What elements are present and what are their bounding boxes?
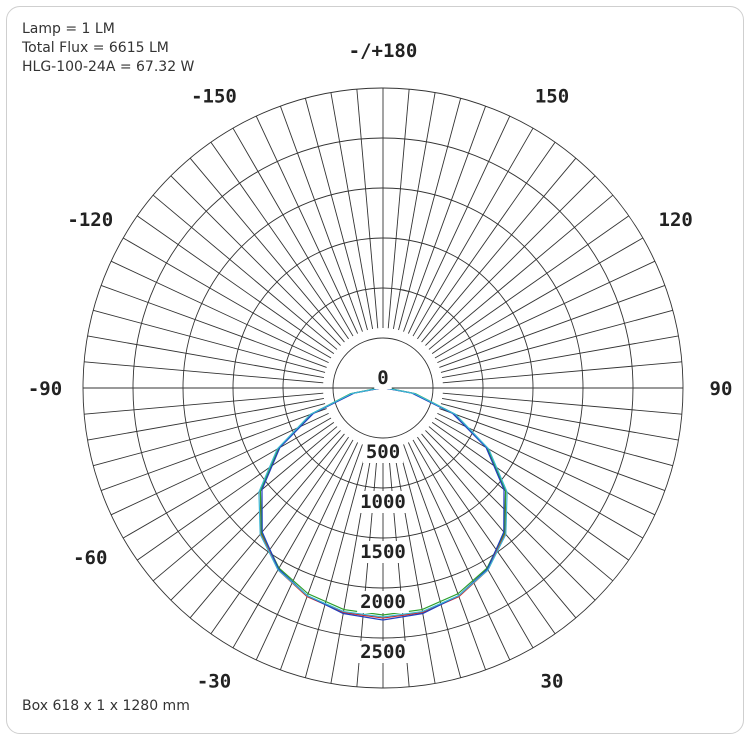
grid-spoke (412, 439, 534, 649)
grid-spoke (440, 309, 673, 373)
driver-text: HLG-100-24A = 67.32 W (22, 59, 195, 75)
grid-spoke (279, 105, 363, 332)
angle-tick-label: 90 (710, 378, 733, 400)
grid-spoke (84, 361, 324, 384)
radial-tick-label: 2000 (360, 591, 406, 613)
grid-spoke (398, 445, 462, 678)
angle-tick-label: 120 (659, 209, 693, 231)
series-curve (258, 387, 508, 618)
grid-spoke (425, 175, 596, 346)
radial-tick-label: 500 (366, 441, 400, 463)
grid-spoke (434, 237, 644, 359)
angle-tick-label: -60 (73, 547, 107, 569)
polar-grid (82, 87, 684, 689)
grid-spoke (356, 89, 379, 329)
angle-tick-label: -120 (67, 209, 113, 231)
radial-tick-label-bg (357, 641, 409, 663)
grid-spoke (442, 335, 679, 379)
angle-tick-label: -90 (28, 378, 62, 400)
grid-spoke (407, 442, 511, 661)
grid-spoke (93, 309, 326, 373)
radial-tick-label: 0 (377, 367, 388, 389)
grid-spoke (232, 439, 354, 649)
series-curve (261, 387, 505, 621)
grid-spoke (100, 408, 327, 492)
grid-spoke (152, 194, 338, 350)
grid-spoke (170, 175, 341, 346)
grid-spoke (84, 392, 324, 415)
radial-tick-label-bg (357, 491, 409, 513)
grid-spoke (232, 127, 354, 337)
radial-tick-label-bg (374, 367, 392, 389)
grid-spoke (437, 260, 656, 364)
grid-spoke (304, 445, 368, 678)
angle-tick-label: -/+180 (349, 40, 418, 62)
grid-spoke (437, 412, 656, 516)
grid-spoke (442, 392, 682, 415)
angle-tick-label: 30 (541, 671, 564, 693)
grid-spoke (100, 284, 327, 368)
grid-spoke (412, 127, 534, 337)
lamp-text: Lamp = 1 LM (22, 21, 115, 37)
grid-spoke (442, 361, 682, 384)
grid-spoke (428, 194, 614, 350)
grid-spoke (392, 447, 436, 684)
series-group (258, 387, 508, 621)
grid-spoke (136, 422, 335, 561)
grid-spoke (403, 105, 487, 332)
grid-spoke (439, 408, 666, 492)
grid-spoke (255, 115, 359, 334)
grid-spoke (122, 417, 332, 539)
grid-spoke (417, 141, 556, 340)
grid-spoke (421, 157, 577, 343)
grid-spoke (110, 260, 329, 364)
grid-spoke (110, 412, 329, 516)
grid-spoke (417, 436, 556, 635)
grid-spoke (210, 436, 349, 635)
angle-tick-label: -150 (191, 85, 237, 107)
grid-spoke (279, 444, 363, 671)
radial-tick-label-bg (362, 441, 404, 463)
grid-spoke (152, 426, 338, 582)
grid-spoke (330, 92, 374, 329)
info-block: Lamp = 1 LM Total Flux = 6615 LM HLG-100… (22, 20, 194, 77)
radial-tick-label-bg (357, 591, 409, 613)
grid-spoke (255, 442, 359, 661)
grid-spoke (189, 157, 345, 343)
grid-spoke (407, 115, 511, 334)
radial-tick-label-bg (357, 541, 409, 563)
grid-spoke (87, 335, 324, 379)
grid-spoke (434, 417, 644, 539)
grid-spoke (425, 430, 596, 601)
radial-tick-label: 1000 (360, 491, 406, 513)
grid-spoke (421, 433, 577, 619)
grid-spoke (428, 426, 614, 582)
grid-spoke (330, 447, 374, 684)
grid-spoke (387, 89, 410, 329)
angle-tick-label: 150 (535, 85, 569, 107)
grid-spoke (403, 444, 487, 671)
radial-tick-label: 2500 (360, 641, 406, 663)
grid-spoke (210, 141, 349, 340)
grid-spoke (440, 403, 673, 467)
grid-spoke (392, 92, 436, 329)
grid-spoke (87, 397, 324, 441)
grid-spoke (439, 284, 666, 368)
angle-tick-label: -30 (197, 671, 231, 693)
grid-spoke (431, 422, 630, 561)
grid-spoke (136, 215, 335, 354)
grid-spoke (170, 430, 341, 601)
grid-spoke (398, 98, 462, 331)
grid-spoke (431, 215, 630, 354)
radial-tick-label: 1500 (360, 541, 406, 563)
grid-spoke (304, 98, 368, 331)
total-flux-text: Total Flux = 6615 LM (22, 40, 169, 56)
grid-spoke (122, 237, 332, 359)
grid-spoke (442, 397, 679, 441)
tick-labels: 0 500 1000 1500 2000 2500 -/+180 150 120 90 -30 -60… (28, 40, 733, 693)
box-dimensions-text: Box 618 x 1 x 1280 mm (22, 698, 190, 714)
grid-spoke (93, 403, 326, 467)
grid-spoke (189, 433, 345, 619)
